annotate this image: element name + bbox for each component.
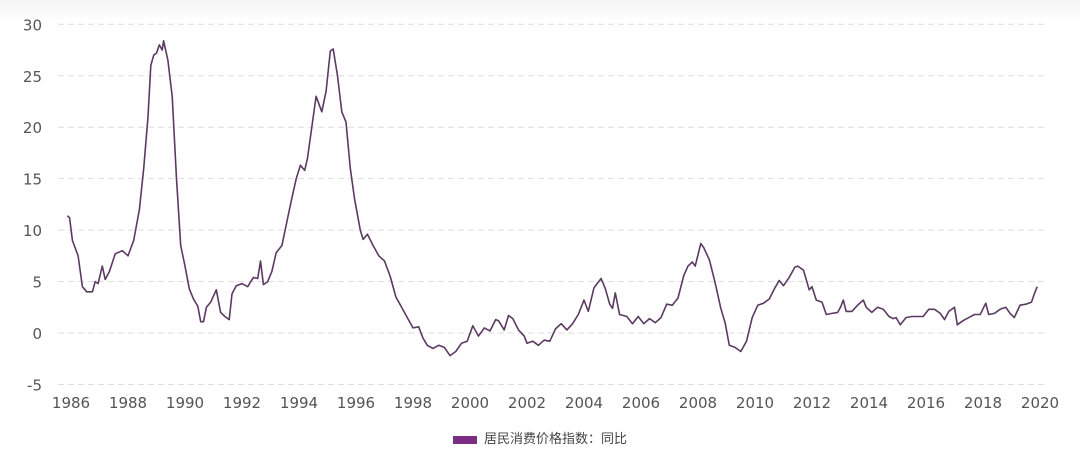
x-tick-label: 1988 — [109, 394, 147, 412]
x-tick-label: 1994 — [280, 394, 318, 412]
y-tick-label: 30 — [23, 16, 42, 34]
x-tick-label: 1996 — [337, 394, 375, 412]
x-tick-label: 2020 — [1021, 394, 1059, 412]
legend: 居民消费价格指数：同比 — [0, 428, 1080, 447]
x-tick-label: 2004 — [565, 394, 603, 412]
y-tick-label: 0 — [32, 325, 42, 343]
x-tick-label: 1990 — [166, 394, 204, 412]
x-tick-label: 1986 — [52, 394, 90, 412]
x-tick-label: 2012 — [793, 394, 831, 412]
legend-label: 居民消费价格指数：同比 — [483, 432, 627, 447]
x-tick-label: 2008 — [679, 394, 717, 412]
y-tick-label: 20 — [23, 119, 42, 137]
x-axis-ticks: 1986 1988 1990 1992 1994 1996 1998 2000 2002 2004… — [52, 394, 1059, 412]
x-tick-label: 1992 — [223, 394, 261, 412]
x-tick-label: 2006 — [622, 394, 660, 412]
y-tick-label: 5 — [32, 274, 42, 292]
gridlines — [58, 23, 1048, 385]
legend-swatch — [452, 435, 477, 444]
x-tick-label: 2014 — [850, 394, 888, 412]
y-tick-label: 15 — [23, 171, 42, 189]
x-tick-label: 1998 — [394, 394, 432, 412]
x-tick-label: 2002 — [508, 394, 546, 412]
series-group — [66, 40, 1038, 357]
y-tick-label: -5 — [27, 376, 42, 394]
y-axis-ticks: -5 0 5 10 15 20 25 30 — [23, 16, 42, 394]
x-tick-label: 2000 — [451, 394, 489, 412]
y-tick-label: 10 — [23, 222, 42, 240]
x-tick-label: 2016 — [907, 394, 945, 412]
x-tick-label: 2010 — [736, 394, 774, 412]
cpi-yoy-line — [66, 40, 1038, 357]
y-tick-label: 25 — [23, 68, 42, 86]
x-tick-label: 2018 — [964, 394, 1002, 412]
